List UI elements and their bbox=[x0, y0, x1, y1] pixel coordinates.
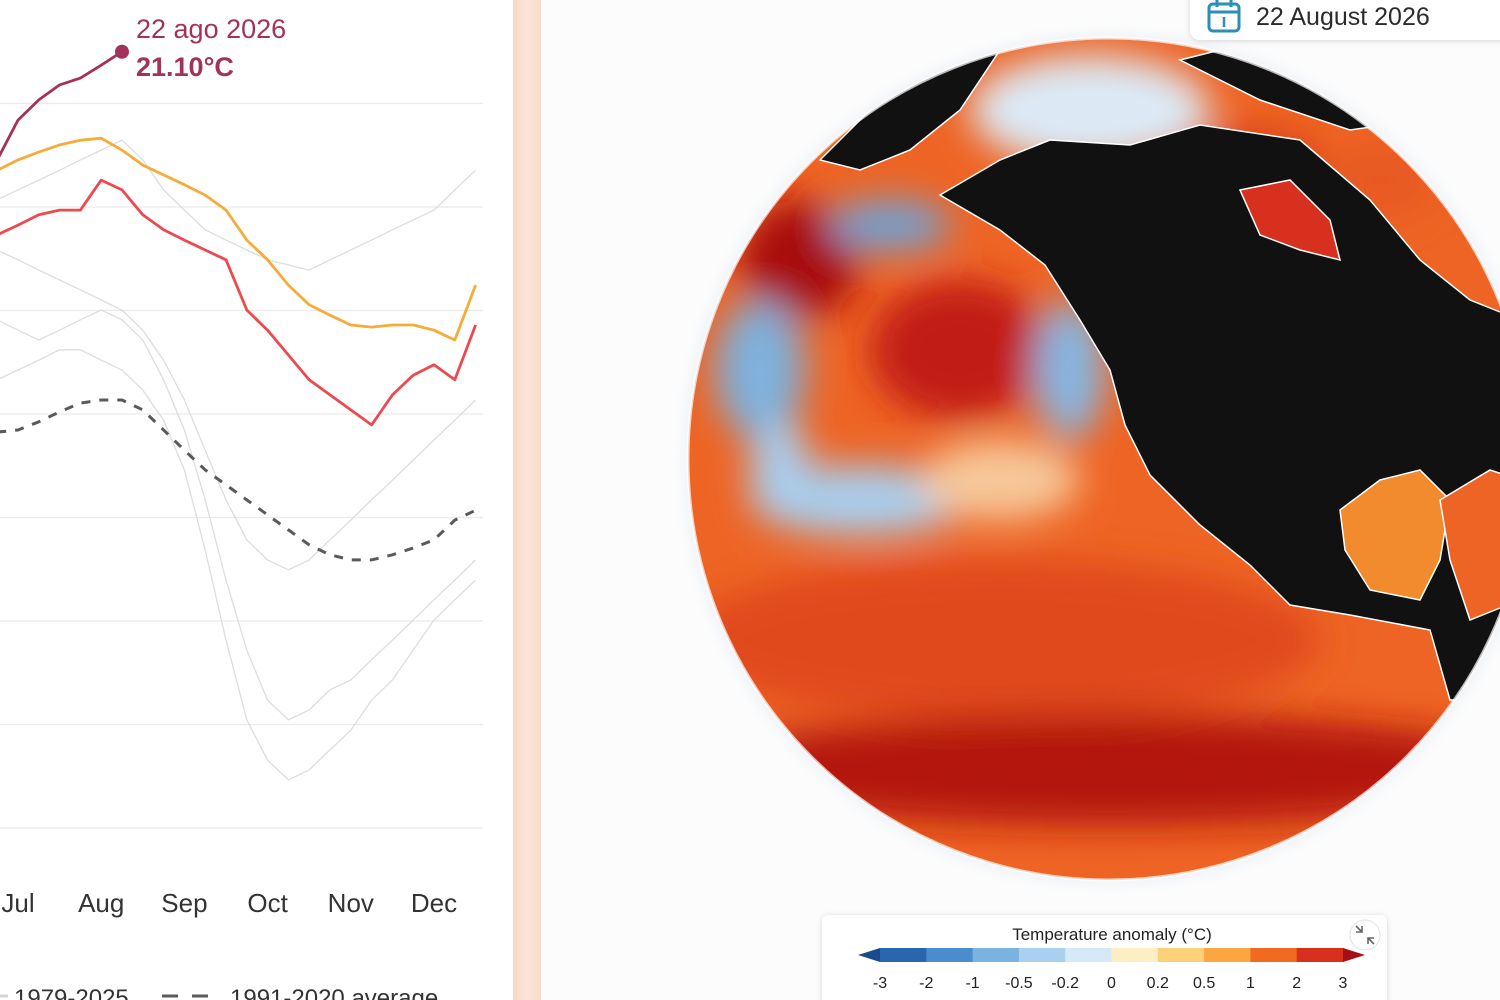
globe bbox=[681, 31, 1500, 887]
colorbar-tick-label: 0 bbox=[1107, 975, 1116, 992]
colorbar-segment bbox=[972, 948, 1020, 962]
historical-line bbox=[0, 309, 477, 721]
date-box[interactable] bbox=[1190, 0, 1500, 40]
x-tick-label: Sep bbox=[161, 888, 207, 918]
colorbar-tick-label: 1 bbox=[1246, 975, 1255, 992]
colorbar-segment bbox=[1157, 948, 1205, 962]
annotation-value: 21.10°C bbox=[136, 52, 234, 82]
date-label: 22 August 2026 bbox=[1256, 3, 1430, 31]
historical-line bbox=[0, 349, 477, 781]
historical-line bbox=[0, 139, 477, 271]
calendar-icon[interactable] bbox=[1207, 0, 1241, 33]
series-line bbox=[0, 50, 123, 158]
collapse-button[interactable] bbox=[1349, 919, 1381, 951]
colorbar-tick-label: 2 bbox=[1292, 975, 1301, 992]
colorbar-tick-label: -0.5 bbox=[1005, 975, 1033, 992]
series-line bbox=[0, 398, 477, 562]
historical-line bbox=[0, 250, 477, 571]
line-chart: Jul Aug Sep Oct Nov Dec 22 ago 2026 21.10°C 1979… bbox=[0, 14, 483, 1000]
series-line bbox=[0, 136, 477, 342]
colorbar-tick-label: -1 bbox=[965, 975, 979, 992]
colorbar-segment bbox=[1018, 948, 1066, 962]
colorbar-tick-label: -0.2 bbox=[1051, 975, 1079, 992]
date-picker[interactable] bbox=[1190, 0, 1500, 40]
series-line bbox=[0, 178, 477, 427]
colorbar: -3 -2 -1 -0.5 -0.2 0 0.2 0.5 1 2 3 bbox=[858, 948, 1365, 992]
colorbar-arrow bbox=[1343, 948, 1365, 962]
colorbar-tick-label: -3 bbox=[873, 975, 887, 992]
legend-label: 1979-2025 bbox=[14, 985, 129, 1000]
colorbar-segment bbox=[880, 948, 927, 962]
current-point bbox=[115, 44, 129, 59]
colorbar-segment bbox=[1204, 948, 1251, 962]
colorbar-segment bbox=[1065, 948, 1112, 962]
colorbar-tick-label: -2 bbox=[919, 975, 933, 992]
colorbar-tick-label: 0.5 bbox=[1193, 975, 1215, 992]
panel-divider bbox=[513, 0, 541, 1000]
chart-panel bbox=[0, 0, 513, 1000]
x-tick-label: Oct bbox=[247, 888, 288, 918]
colorbar-segment bbox=[926, 948, 974, 962]
colorbar-tick-label: 3 bbox=[1339, 975, 1348, 992]
x-tick-label: Jul bbox=[1, 888, 34, 918]
colorbar-segment bbox=[1296, 948, 1344, 962]
colorbar-arrow bbox=[858, 948, 880, 962]
colorbar-segment bbox=[1111, 948, 1159, 962]
colorbar-segment bbox=[1250, 948, 1298, 962]
x-tick-label: Dec bbox=[411, 888, 457, 918]
x-tick-label: Nov bbox=[328, 888, 374, 918]
colorbar-tick-label: 0.2 bbox=[1147, 975, 1169, 992]
legend-label: 1991-2020 average bbox=[230, 985, 438, 1000]
legend-title: Temperature anomaly (°C) bbox=[1012, 925, 1212, 944]
annotation-date: 22 ago 2026 bbox=[136, 14, 286, 44]
x-tick-label: Aug bbox=[78, 888, 124, 918]
